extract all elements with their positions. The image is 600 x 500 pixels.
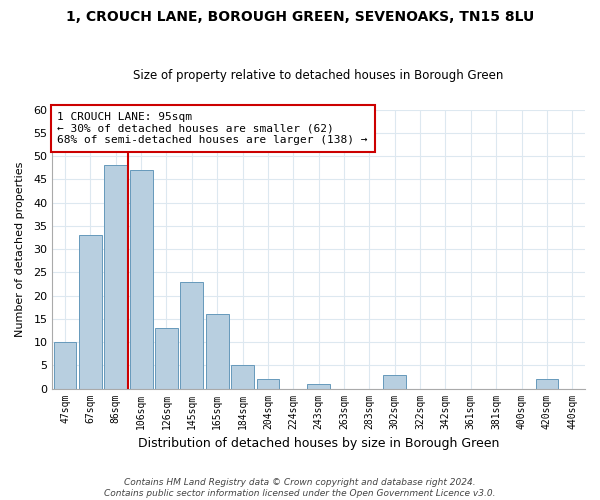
Bar xyxy=(181,282,203,389)
Bar xyxy=(79,235,102,388)
Bar xyxy=(231,366,254,388)
Bar xyxy=(536,380,559,388)
X-axis label: Distribution of detached houses by size in Borough Green: Distribution of detached houses by size … xyxy=(138,437,499,450)
Bar xyxy=(383,374,406,388)
Text: Contains HM Land Registry data © Crown copyright and database right 2024.
Contai: Contains HM Land Registry data © Crown c… xyxy=(104,478,496,498)
Text: 1, CROUCH LANE, BOROUGH GREEN, SEVENOAKS, TN15 8LU: 1, CROUCH LANE, BOROUGH GREEN, SEVENOAKS… xyxy=(66,10,534,24)
Bar xyxy=(155,328,178,388)
Bar xyxy=(130,170,152,388)
Title: Size of property relative to detached houses in Borough Green: Size of property relative to detached ho… xyxy=(133,69,504,82)
Bar xyxy=(307,384,330,388)
Y-axis label: Number of detached properties: Number of detached properties xyxy=(15,162,25,336)
Bar xyxy=(257,380,280,388)
Text: 1 CROUCH LANE: 95sqm
← 30% of detached houses are smaller (62)
68% of semi-detac: 1 CROUCH LANE: 95sqm ← 30% of detached h… xyxy=(58,112,368,145)
Bar xyxy=(104,166,127,388)
Bar xyxy=(53,342,76,388)
Bar xyxy=(206,314,229,388)
